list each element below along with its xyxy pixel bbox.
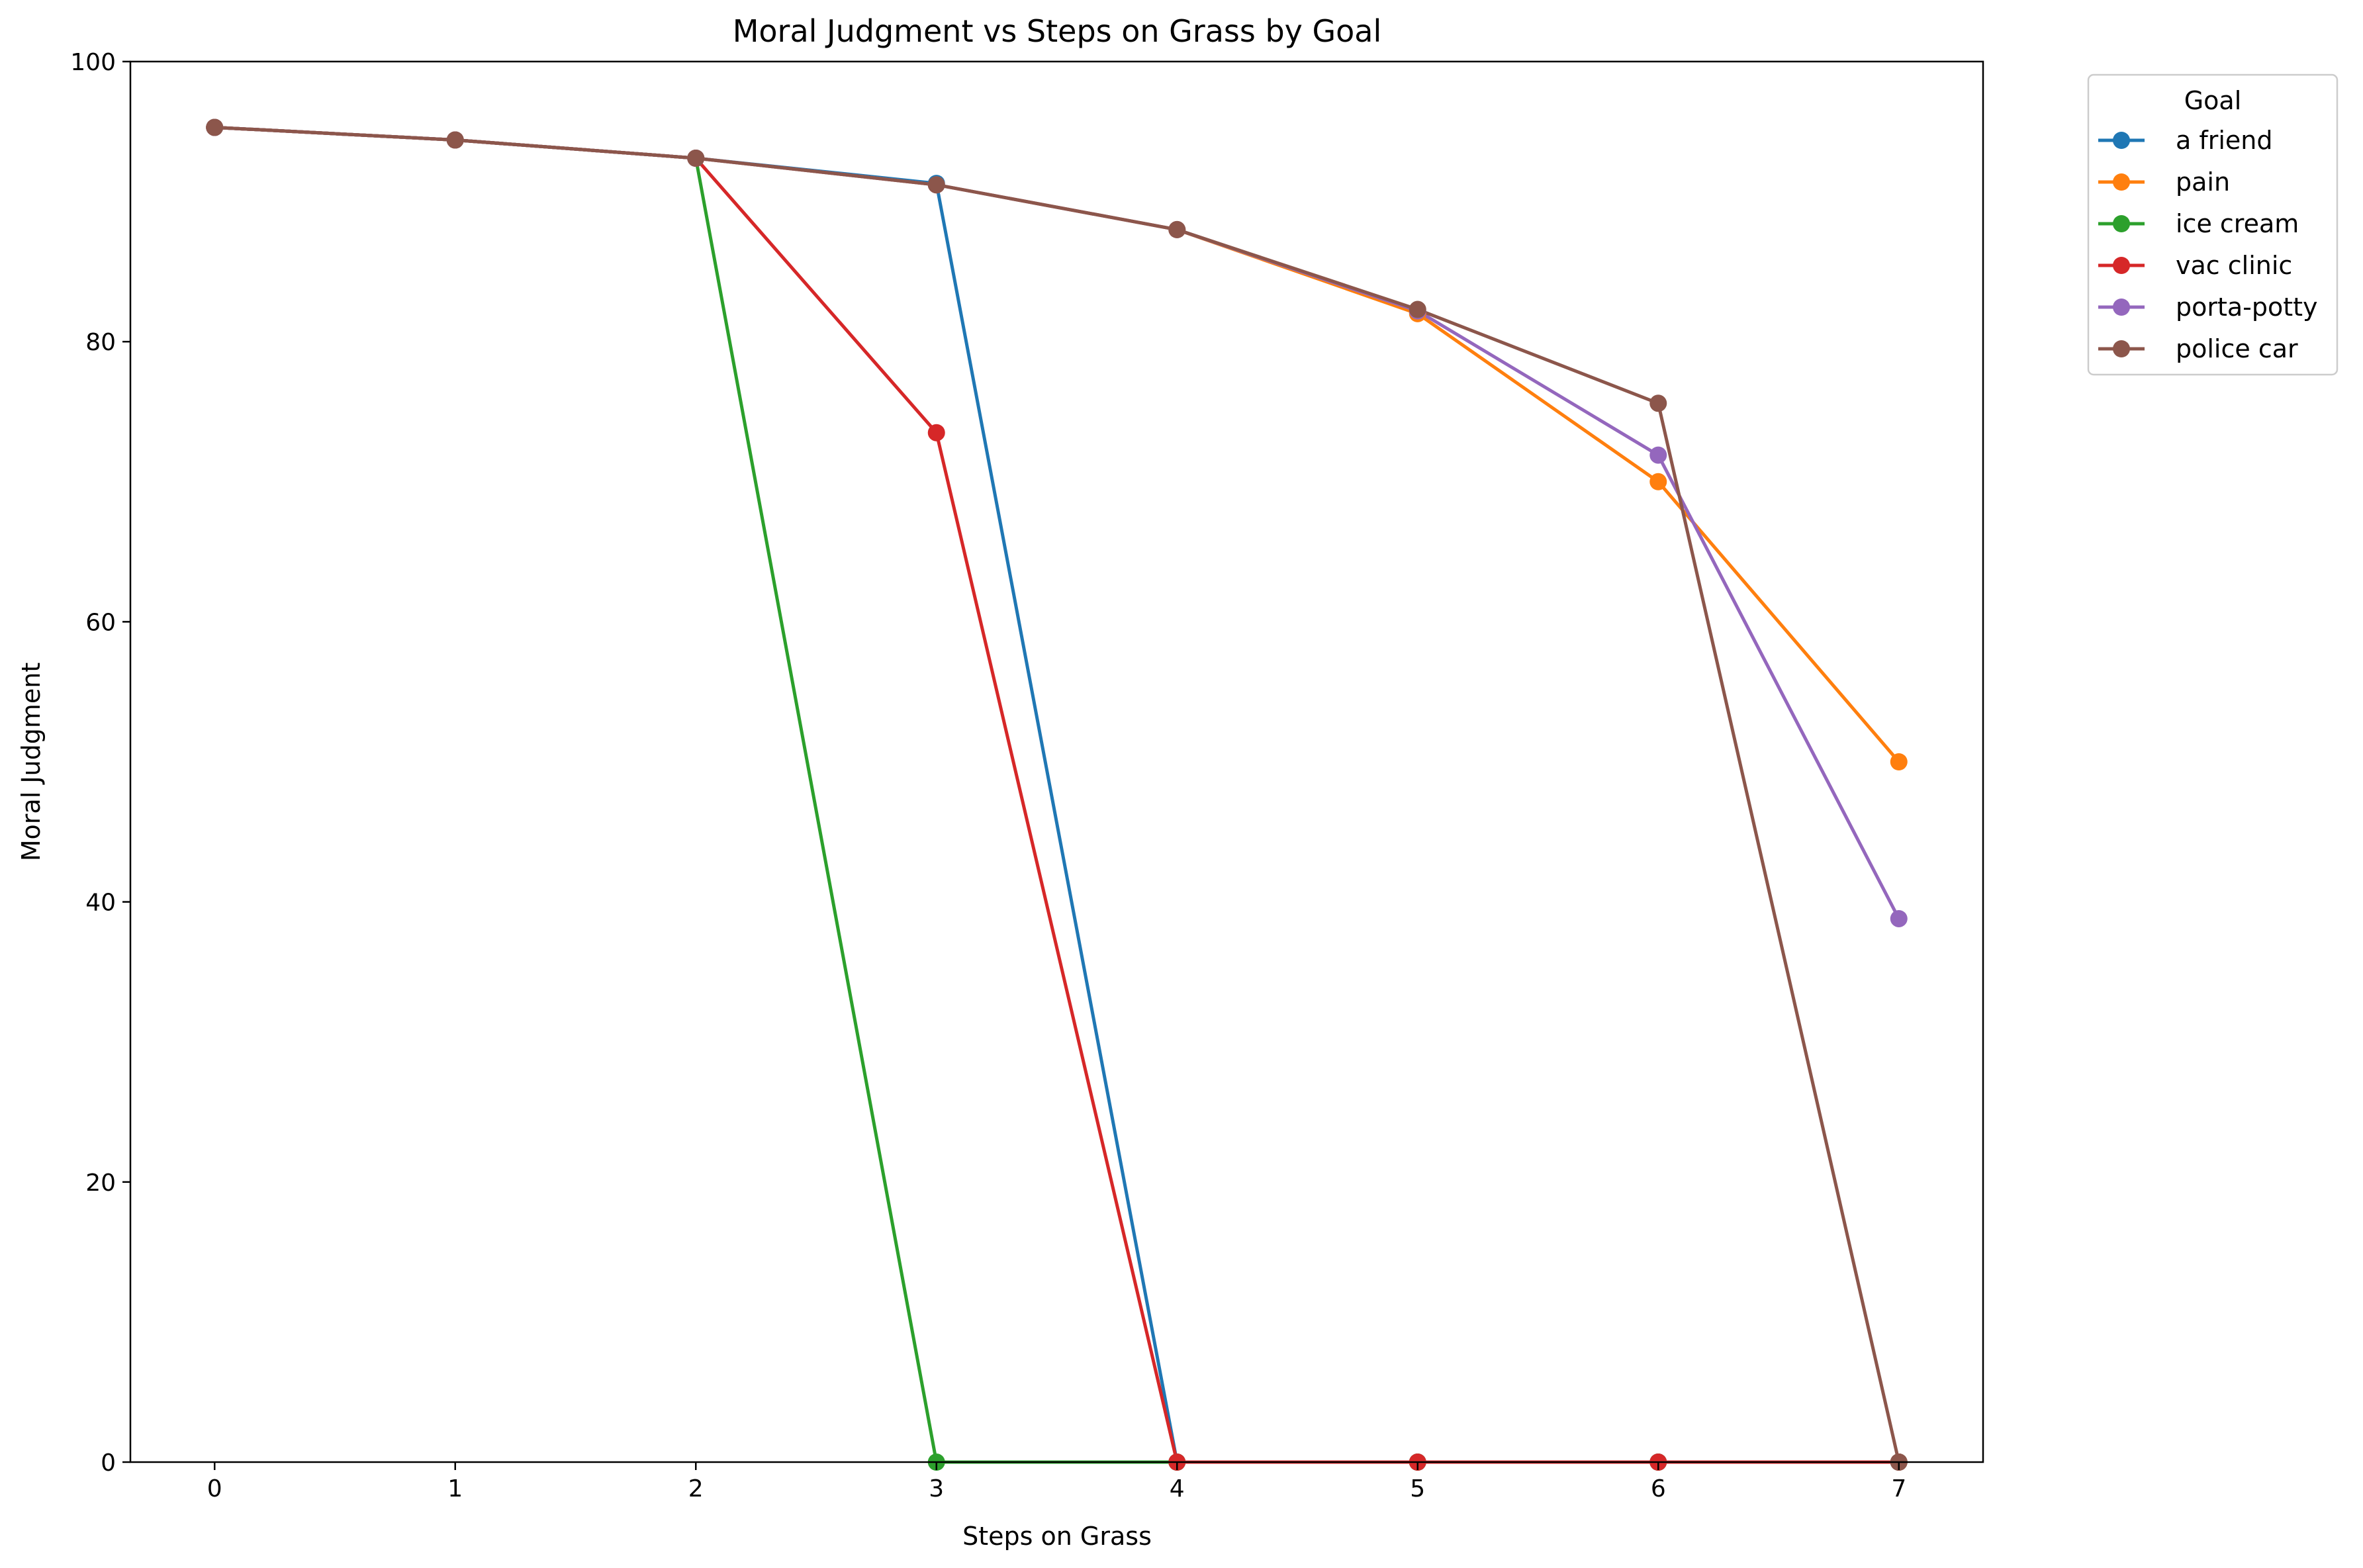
- legend-entry-vac-clinic: vac clinic: [2098, 251, 2292, 280]
- y-tick-label: 0: [101, 1450, 116, 1477]
- x-axis-label: Steps on Grass: [962, 1522, 1152, 1551]
- legend-title: Goal: [2184, 86, 2242, 115]
- data-point-police-car: [446, 131, 464, 149]
- y-tick-label: 40: [85, 890, 116, 917]
- data-point-police-car: [927, 176, 945, 194]
- legend-label: a friend: [2176, 126, 2273, 155]
- x-tick-label: 1: [447, 1475, 463, 1502]
- data-point-police-car: [206, 118, 224, 136]
- legend-box: [2087, 73, 2339, 376]
- legend-marker: [2113, 215, 2130, 232]
- plot-frame: [129, 60, 1984, 1463]
- data-point-porta-potty: [1890, 909, 1908, 927]
- legend-entry-pain: pain: [2098, 167, 2230, 197]
- legend: Goal a friend pain ice cream vac clinic port…: [2087, 73, 2339, 376]
- legend-marker: [2113, 173, 2130, 191]
- data-point-police-car: [1649, 394, 1667, 412]
- x-tick-label: 5: [1410, 1475, 1425, 1502]
- x-tick-label: 2: [688, 1475, 704, 1502]
- x-tick-label: 0: [207, 1475, 222, 1502]
- legend-label: porta-potty: [2176, 293, 2318, 322]
- legend-entry-ice-cream: ice cream: [2098, 209, 2299, 238]
- legend-marker: [2113, 257, 2130, 274]
- legend-marker: [2113, 132, 2130, 149]
- x-tick-label: 7: [1891, 1475, 1906, 1502]
- data-point-police-car: [1409, 300, 1426, 318]
- x-tick-label: 4: [1170, 1475, 1185, 1502]
- y-tick-label: 20: [85, 1170, 116, 1197]
- legend-entry-police-car: police car: [2098, 334, 2298, 363]
- legend-label: ice cream: [2176, 209, 2299, 238]
- legend-entry-a-friend: a friend: [2098, 126, 2273, 155]
- data-point-police-car: [687, 150, 705, 167]
- data-point-vac-clinic: [927, 424, 945, 441]
- plot-markers: [206, 118, 1908, 1471]
- legend-label: vac clinic: [2176, 251, 2292, 280]
- x-tick-label: 3: [929, 1475, 944, 1502]
- y-axis-label: Moral Judgment: [17, 663, 46, 862]
- legend-entries: a friend pain ice cream vac clinic porta-pot…: [2098, 126, 2318, 363]
- series-line-police-car: [214, 125, 1901, 1463]
- y-axis: 0 20 40 60 80 100: [70, 49, 130, 1477]
- x-tick-label: 6: [1651, 1475, 1666, 1502]
- legend-entry-porta-potty: porta-potty: [2098, 293, 2318, 322]
- data-point-porta-potty: [1649, 446, 1667, 464]
- data-point-police-car: [1168, 220, 1186, 238]
- y-tick-label: 60: [85, 609, 116, 636]
- data-point-pain: [1649, 473, 1667, 490]
- legend-label: police car: [2176, 334, 2298, 363]
- y-tick-label: 100: [70, 49, 116, 76]
- legend-marker: [2113, 299, 2130, 316]
- chart-title: Moral Judgment vs Steps on Grass by Goal: [733, 13, 1382, 49]
- legend-marker: [2113, 340, 2130, 357]
- legend-label: pain: [2176, 167, 2230, 197]
- data-point-pain: [1890, 753, 1908, 770]
- y-tick-label: 80: [85, 329, 116, 356]
- x-axis: 0 1 2 3 4 5 6 7: [207, 1462, 1906, 1502]
